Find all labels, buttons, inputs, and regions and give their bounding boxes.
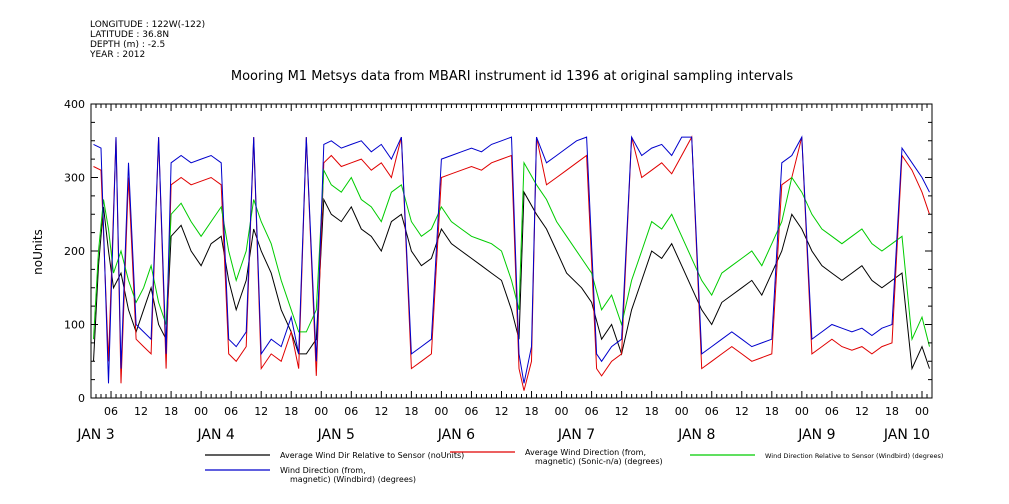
y-tick-label: 200 [64, 245, 85, 258]
legend-label-4: Wind Direction (from, magnetic) (Windbird… [280, 466, 416, 484]
x-tick-label: 06 [825, 405, 839, 418]
x-tick-label: 18 [765, 405, 779, 418]
x-tick-label: 06 [344, 405, 358, 418]
x-tick-label: 18 [404, 405, 418, 418]
depth-label: DEPTH (m) : -2.5 [90, 40, 166, 50]
series-line-1 [93, 190, 930, 371]
x-day-label: JAN 4 [197, 427, 235, 443]
series-line-2 [93, 135, 930, 391]
x-tick-label: 06 [585, 405, 599, 418]
series-line-3 [93, 161, 930, 347]
year-label: YEAR : 2012 [90, 50, 146, 60]
latitude-label: LATITUDE : 36.8N [90, 30, 170, 40]
plot-series-group [93, 135, 930, 391]
longitude-label: LONGITUDE : 122W(-122) [90, 20, 206, 30]
x-tick-label: 00 [915, 405, 929, 418]
x-tick-label: 12 [254, 405, 268, 418]
x-day-label: JAN 5 [317, 427, 355, 443]
legend-label-1: Average Wind Dir Relative to Sensor (noU… [280, 451, 464, 460]
metadata-block: LONGITUDE : 122W(-122) LATITUDE : 36.8N … [90, 20, 205, 60]
series-line-4 [93, 135, 930, 384]
x-tick-label: 00 [314, 405, 328, 418]
x-day-label: JAN 9 [797, 427, 835, 443]
x-day-label: JAN 6 [437, 427, 475, 443]
x-day-label: JAN 8 [677, 427, 715, 443]
x-day-label: JAN 10 [883, 427, 930, 443]
x-tick-label: 12 [494, 405, 508, 418]
x-tick-label: 12 [374, 405, 388, 418]
x-tick-label: 00 [555, 405, 569, 418]
y-tick-label: 0 [78, 392, 85, 405]
legend-label-2: Average Wind Direction (from, magnetic) (… [525, 448, 663, 466]
chart-title: Mooring M1 Metsys data from MBARI instru… [231, 69, 793, 84]
x-tick-label: 12 [735, 405, 749, 418]
x-tick-label: 18 [164, 405, 178, 418]
y-tick-label: 100 [64, 319, 85, 332]
x-tick-label: 06 [104, 405, 118, 418]
x-tick-label: 12 [134, 405, 148, 418]
x-tick-label: 06 [705, 405, 719, 418]
x-tick-label: 18 [645, 405, 659, 418]
x-tick-label: 18 [525, 405, 539, 418]
x-tick-label: 06 [464, 405, 478, 418]
y-tick-label: 400 [64, 98, 85, 111]
axes-group: 0 100 200 300 400 06 12 18 00 06 12 18 00 06 12 18 00 06 1… [64, 98, 933, 443]
x-tick-label: 12 [615, 405, 629, 418]
x-tick-label: 12 [855, 405, 869, 418]
x-tick-label: 00 [795, 405, 809, 418]
legend-label-3: Wind Direction Relative to Sensor (Windb… [765, 452, 943, 460]
x-tick-label: 18 [885, 405, 899, 418]
x-day-label: JAN 3 [76, 427, 114, 443]
y-axis-label: noUnits [31, 229, 45, 275]
x-tick-label: 06 [224, 405, 238, 418]
x-tick-label: 00 [194, 405, 208, 418]
x-tick-label: 00 [675, 405, 689, 418]
y-tick-label: 300 [64, 172, 85, 185]
legend: Average Wind Dir Relative to Sensor (noU… [205, 448, 943, 484]
x-tick-label: 00 [434, 405, 448, 418]
x-day-label: JAN 7 [557, 427, 595, 443]
x-tick-label: 18 [284, 405, 298, 418]
